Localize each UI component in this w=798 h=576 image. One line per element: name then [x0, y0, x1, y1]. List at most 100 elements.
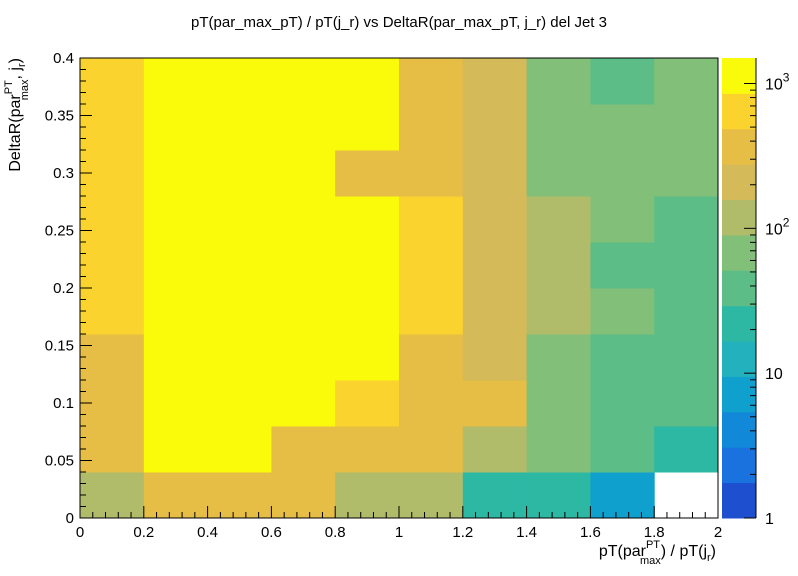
heatmap-cell [654, 380, 719, 427]
heatmap-cell [590, 150, 655, 197]
heatmap-cell [143, 196, 209, 243]
y-tick-label: 0.3 [53, 165, 74, 182]
heatmap-cell [399, 380, 464, 427]
x-tick-label: 1.2 [452, 524, 473, 541]
heatmap-cell [80, 242, 145, 289]
heatmap-cell [80, 472, 145, 519]
color-bar: 1 10 102 103 [722, 58, 790, 528]
heatmap-cells [80, 58, 719, 519]
heatmap-cell [399, 58, 464, 105]
x-tick-label: 0.8 [325, 524, 346, 541]
y-axis-label: DeltaR(parPT max, jr) [3, 58, 31, 172]
heatmap-cell [271, 334, 336, 381]
heatmap-cell [207, 288, 272, 335]
heatmap-cell [399, 472, 464, 519]
heatmap-cell [335, 288, 400, 335]
heatmap-cell [399, 288, 464, 335]
heatmap-cell [271, 242, 336, 289]
y-tick-label: 0 [66, 510, 74, 527]
y-tick-label: 0.15 [45, 338, 74, 355]
heatmap-cell [335, 150, 400, 197]
heatmap-cell [399, 104, 464, 151]
colorbar-swatch [722, 482, 756, 519]
chart-title: pT(par_max_pT) / pT(j_r) vs DeltaR(par_m… [191, 14, 607, 31]
heatmap-cell [526, 380, 591, 427]
x-tick-label: 0 [76, 524, 84, 541]
x-tick-label: 0.4 [197, 524, 218, 541]
heatmap-cell [462, 242, 528, 289]
heatmap-cell [590, 472, 655, 519]
colorbar-swatch [722, 93, 756, 130]
heatmap-cell [399, 196, 464, 243]
heatmap-cell [80, 196, 145, 243]
heatmap-cell [590, 288, 655, 335]
heatmap-cell [207, 104, 272, 151]
heatmap-cell [526, 58, 591, 105]
x-axis-label: pT(parPT max) / pT(jr) [599, 539, 716, 567]
colorbar-swatch [722, 411, 756, 448]
heatmap-cell [462, 288, 528, 335]
heatmap-cell [143, 334, 209, 381]
heatmap-cell [271, 288, 336, 335]
y-tick-label: 0.2 [53, 280, 74, 297]
heatmap-cell [526, 334, 591, 381]
heatmap-cell [462, 58, 528, 105]
y-tick-label: 0.35 [45, 108, 74, 125]
heatmap-cell [399, 426, 464, 473]
heatmap-cell [590, 426, 655, 473]
heatmap-cell [271, 472, 336, 519]
heatmap-cell [143, 150, 209, 197]
heatmap-cell [271, 58, 336, 105]
heatmap-cell [207, 58, 272, 105]
heatmap-cell [143, 242, 209, 289]
heatmap-cell [462, 334, 528, 381]
heatmap-cell [654, 426, 719, 473]
x-tick-label: 1.6 [580, 524, 601, 541]
heatmap-cell [399, 242, 464, 289]
heatmap-cell [143, 58, 209, 105]
heatmap-cell [654, 58, 719, 105]
heatmap-cell [462, 426, 528, 473]
heatmap-cell [526, 472, 591, 519]
heatmap-cell [271, 104, 336, 151]
heatmap-cell [335, 472, 400, 519]
x-tick-label: 0.2 [133, 524, 154, 541]
heatmap-cell [271, 150, 336, 197]
heatmap-cell [335, 196, 400, 243]
colorbar-swatch [722, 58, 756, 94]
heatmap-cell [207, 150, 272, 197]
heatmap-cell [462, 472, 528, 519]
colorbar-tick-label: 102 [765, 215, 790, 238]
x-tick-label: 1 [395, 524, 403, 541]
heatmap-cell [590, 104, 655, 151]
heatmap-cell [207, 242, 272, 289]
heatmap-cell [526, 104, 591, 151]
colorbar-swatch [722, 270, 756, 307]
heatmap-cell [143, 426, 209, 473]
heatmap-cell [207, 196, 272, 243]
heatmap-cell [80, 58, 145, 105]
heatmap-cell [207, 334, 272, 381]
heatmap-cell [526, 426, 591, 473]
heatmap-cell [526, 150, 591, 197]
y-tick-label: 0.4 [53, 50, 74, 67]
heatmap-cell [335, 58, 400, 105]
colorbar-tick-label: 1 [765, 511, 774, 528]
heatmap-cell [462, 150, 528, 197]
x-tick-label: 1.8 [644, 524, 665, 541]
heatmap-cell [80, 334, 145, 381]
colorbar-swatch [722, 199, 756, 236]
heatmap-cell [590, 334, 655, 381]
heatmap-cell [335, 104, 400, 151]
x-tick-label: 1.4 [516, 524, 537, 541]
y-tick-label: 0.05 [45, 453, 74, 470]
heatmap-cell [590, 58, 655, 105]
heatmap-cell [143, 380, 209, 427]
heatmap-cell [462, 380, 528, 427]
colorbar-swatch [722, 341, 756, 377]
heatmap-cell [207, 472, 272, 519]
heatmap-cell [143, 472, 209, 519]
heatmap-cell [526, 288, 591, 335]
colorbar-swatch [722, 234, 756, 271]
colorbar-swatch [722, 447, 756, 484]
